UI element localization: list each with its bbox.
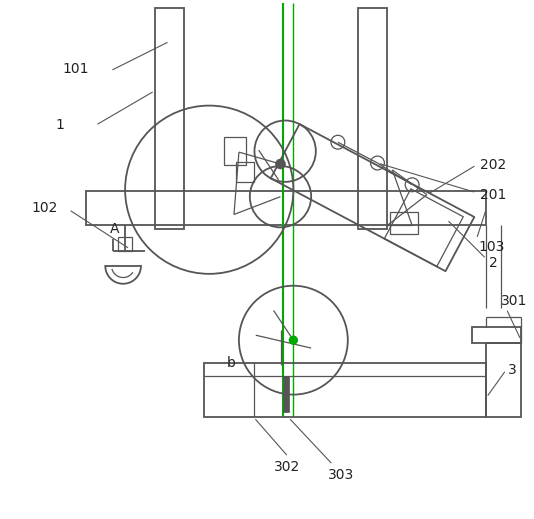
Text: 201: 201 <box>481 188 507 202</box>
Bar <box>205 363 486 417</box>
Text: A: A <box>110 222 120 236</box>
Text: 2: 2 <box>489 256 498 270</box>
Bar <box>284 376 289 413</box>
Text: 103: 103 <box>478 240 505 254</box>
Bar <box>224 137 246 165</box>
Text: 202: 202 <box>481 158 507 172</box>
Text: 3: 3 <box>508 363 517 377</box>
Bar <box>118 237 132 251</box>
Text: 102: 102 <box>31 200 58 214</box>
Bar <box>236 162 254 182</box>
Text: 302: 302 <box>273 460 300 474</box>
Bar <box>472 327 521 343</box>
Text: 303: 303 <box>328 468 354 482</box>
Circle shape <box>276 159 286 169</box>
Bar <box>155 8 184 229</box>
Text: 1: 1 <box>56 118 65 132</box>
Text: 301: 301 <box>501 294 528 308</box>
Text: b: b <box>227 356 236 370</box>
Bar <box>486 343 521 417</box>
Bar <box>85 190 486 225</box>
Bar <box>358 8 387 229</box>
Circle shape <box>289 336 297 344</box>
Text: 101: 101 <box>63 62 89 76</box>
Bar <box>390 212 418 234</box>
